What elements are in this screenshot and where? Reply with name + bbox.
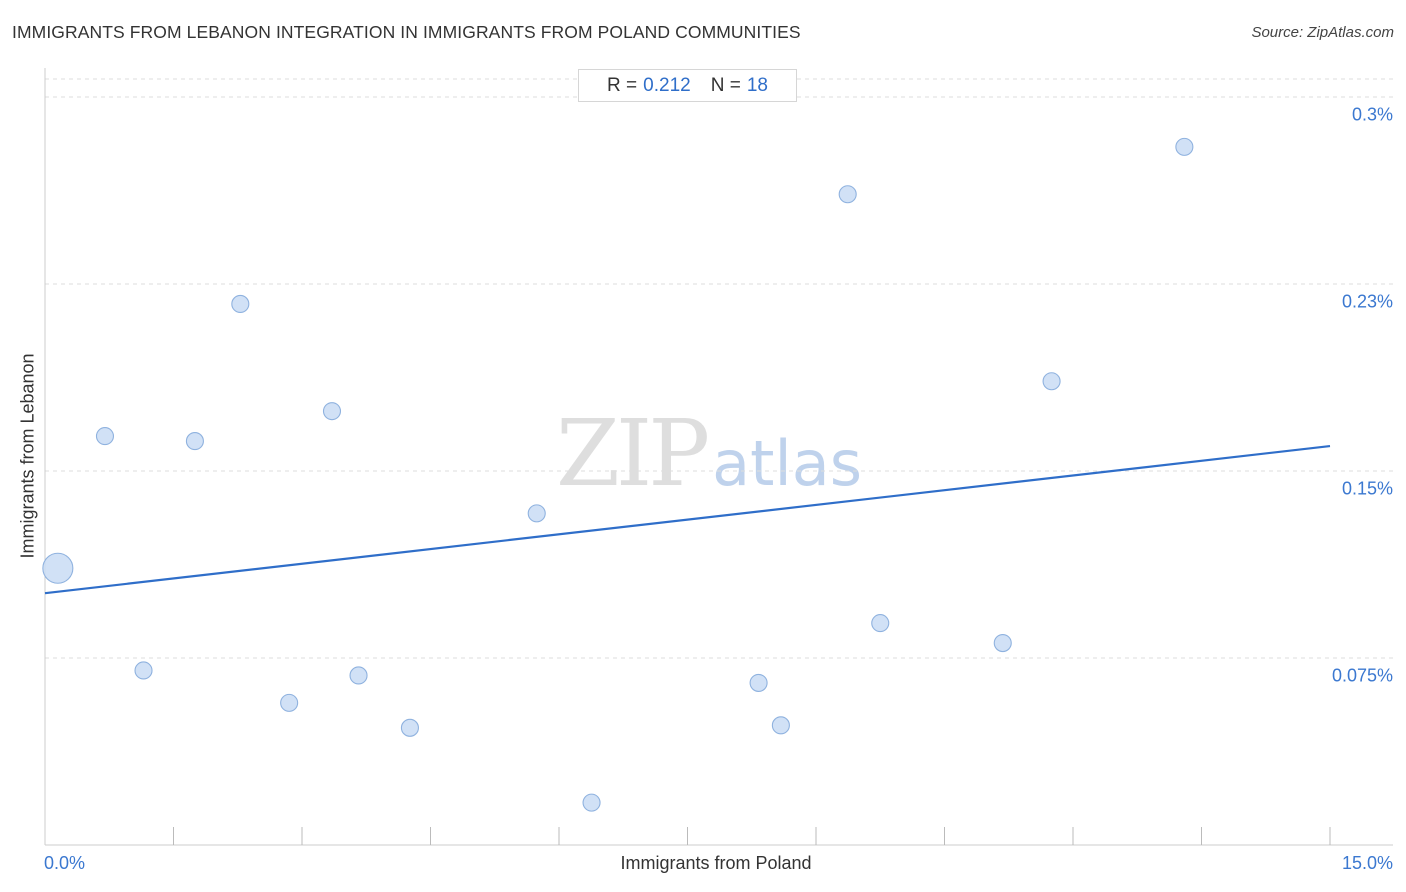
data-point	[280, 693, 299, 712]
data-point	[400, 718, 419, 737]
y-tick-label: 0.15%	[1341, 478, 1393, 499]
watermark-zip: ZIP	[556, 400, 710, 507]
y-tick-label: 0.3%	[1351, 104, 1393, 125]
r-label: R =	[607, 74, 638, 96]
n-label: N =	[710, 74, 741, 96]
data-point	[231, 294, 250, 313]
chart-title: IMMIGRANTS FROM LEBANON INTEGRATION IN I…	[12, 22, 801, 42]
data-point	[42, 552, 74, 584]
data-point	[582, 793, 601, 812]
data-point	[134, 661, 153, 680]
watermark: ZIPatlas	[556, 400, 862, 507]
watermark-atlas: atlas	[712, 427, 862, 500]
data-point	[185, 432, 204, 451]
stats-box: R = 0.212 N = 18	[578, 69, 797, 102]
y-axis-label: Immigrants from Lebanon	[17, 353, 38, 559]
data-point	[871, 614, 890, 633]
x-tick-label-min: 0.0%	[44, 853, 86, 873]
data-point	[1175, 137, 1194, 156]
x-axis-label: Immigrants from Poland	[620, 853, 812, 873]
data-point	[1042, 372, 1061, 391]
data-point	[838, 185, 857, 204]
data-point	[322, 402, 342, 421]
data-point	[771, 716, 790, 735]
data-point	[749, 673, 768, 692]
data-point	[527, 504, 546, 523]
trend-line	[44, 444, 1331, 595]
data-point	[349, 666, 368, 685]
data-point	[95, 427, 115, 446]
data-point	[993, 633, 1012, 653]
y-tick-label: 0.23%	[1341, 291, 1393, 312]
y-tick-label: 0.075%	[1331, 665, 1393, 686]
n-value: 18	[746, 74, 768, 96]
x-tick-label-max: 15.0%	[1341, 853, 1393, 873]
r-value: 0.212	[643, 74, 691, 96]
source-credit: Source: ZipAtlas.com	[1251, 24, 1394, 41]
